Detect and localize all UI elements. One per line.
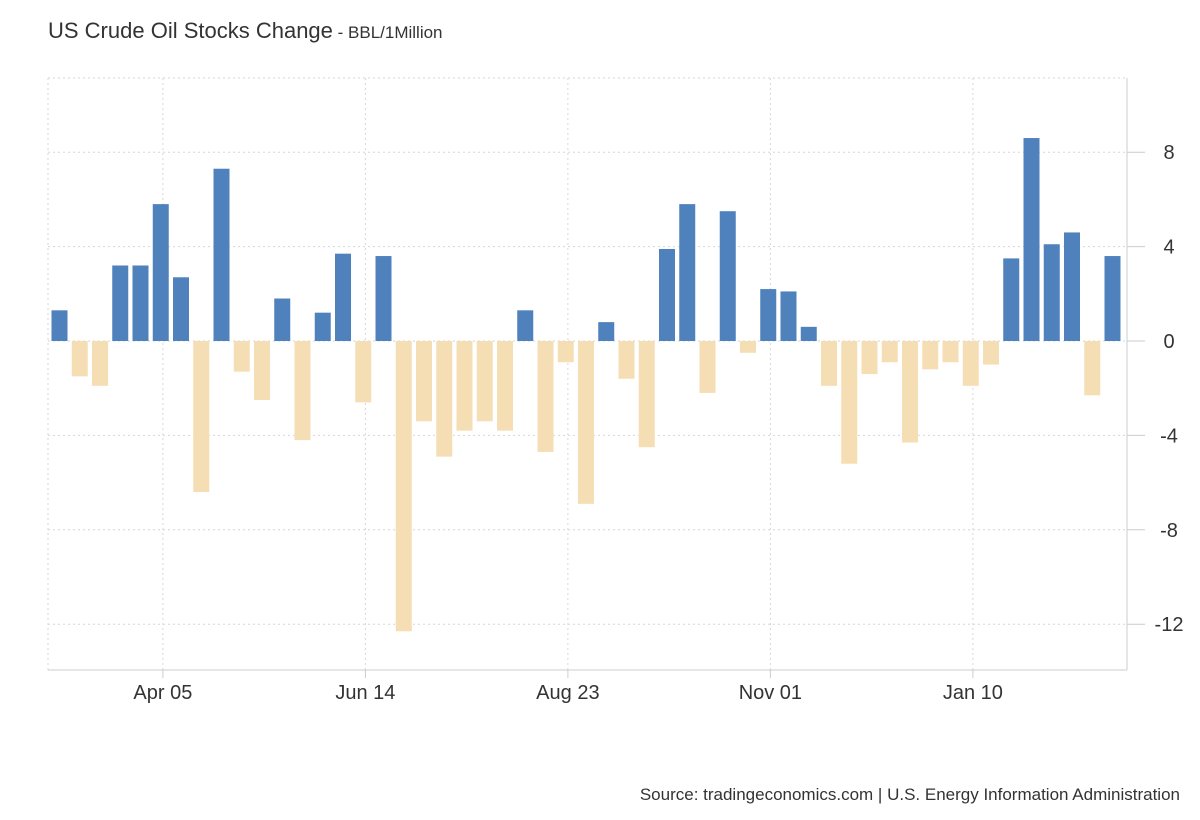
bar-negative[interactable] <box>1084 341 1101 396</box>
bar-positive[interactable] <box>1064 232 1080 341</box>
bar-positive[interactable] <box>213 168 230 341</box>
y-tick-label: 4 <box>1163 237 1174 259</box>
bar-negative[interactable] <box>497 341 513 431</box>
bar-positive[interactable] <box>719 211 736 341</box>
bar-negative[interactable] <box>92 341 108 386</box>
bar-negative[interactable] <box>456 341 473 431</box>
bar-positive[interactable] <box>335 253 351 341</box>
bar-negative[interactable] <box>841 341 858 464</box>
y-tick-label: 8 <box>1163 142 1174 164</box>
bar-positive[interactable] <box>152 204 169 341</box>
axis-layer <box>48 78 1145 678</box>
y-tick-label: -12 <box>1155 614 1184 636</box>
bar-negative[interactable] <box>699 341 716 393</box>
bar-positive[interactable] <box>679 204 696 341</box>
labels-layer: 8 4 0 -4 -8 -12 Apr 05 Jun 14 Aug 23 Nov 01 Jan 10 <box>133 142 1183 704</box>
bar-negative[interactable] <box>638 341 655 448</box>
bar-positive[interactable] <box>517 310 534 341</box>
chart-unit: BBL/1Million <box>348 23 443 42</box>
bar-negative[interactable] <box>902 341 918 443</box>
bar-negative[interactable] <box>416 341 432 422</box>
bar-negative[interactable] <box>740 341 756 353</box>
bar-negative[interactable] <box>578 341 594 504</box>
bar-negative[interactable] <box>942 341 959 363</box>
bar-positive[interactable] <box>800 326 817 341</box>
chart-title: US Crude Oil Stocks Change <box>48 18 333 43</box>
bar-negative[interactable] <box>557 341 574 363</box>
bar-negative[interactable] <box>962 341 979 386</box>
x-tick-label: Jan 10 <box>943 682 1003 704</box>
bar-positive[interactable] <box>598 322 615 341</box>
bar-positive[interactable] <box>659 248 675 341</box>
bar-negative[interactable] <box>193 341 210 493</box>
bar-negative[interactable] <box>294 341 311 441</box>
bar-positive[interactable] <box>173 277 189 341</box>
bar-negative[interactable] <box>922 341 939 370</box>
x-tick-label: Aug 23 <box>536 682 599 704</box>
bar-negative[interactable] <box>861 341 878 375</box>
bar-positive[interactable] <box>760 289 777 341</box>
y-tick-label: 0 <box>1163 331 1174 353</box>
x-tick-label: Apr 05 <box>133 682 192 704</box>
bar-negative[interactable] <box>476 341 493 422</box>
bar-negative[interactable] <box>395 341 412 632</box>
source-attribution: Source: tradingeconomics.com | U.S. Ener… <box>639 785 1180 804</box>
chart-title-separator: - <box>332 23 349 42</box>
bar-positive[interactable] <box>51 310 68 341</box>
y-tick-label: -8 <box>1160 520 1178 542</box>
bar-negative[interactable] <box>537 341 554 452</box>
bar-positive[interactable] <box>314 312 331 341</box>
bar-positive[interactable] <box>132 265 149 341</box>
bar-positive[interactable] <box>1003 258 1020 341</box>
bar-negative[interactable] <box>436 341 453 457</box>
bar-positive[interactable] <box>112 265 129 341</box>
y-tick-label: -4 <box>1160 425 1178 447</box>
bar-positive[interactable] <box>375 256 392 341</box>
bar-negative[interactable] <box>355 341 372 403</box>
bar-negative[interactable] <box>618 341 635 379</box>
bar-negative[interactable] <box>983 341 999 365</box>
bar-positive[interactable] <box>1104 256 1121 341</box>
bar-positive[interactable] <box>1043 244 1060 341</box>
bar-positive[interactable] <box>1023 138 1040 341</box>
bar-negative[interactable] <box>254 341 270 400</box>
x-tick-label: Jun 14 <box>335 682 395 704</box>
bar-negative[interactable] <box>881 341 898 363</box>
bars-layer <box>51 138 1121 632</box>
bar-positive[interactable] <box>274 298 291 341</box>
x-tick-label: Nov 01 <box>739 682 802 704</box>
bar-negative[interactable] <box>233 341 250 372</box>
chart-header: US Crude Oil Stocks Change - BBL/1Millio… <box>48 18 443 44</box>
bar-negative[interactable] <box>71 341 88 377</box>
bar-negative[interactable] <box>821 341 837 386</box>
bar-positive[interactable] <box>780 291 797 341</box>
